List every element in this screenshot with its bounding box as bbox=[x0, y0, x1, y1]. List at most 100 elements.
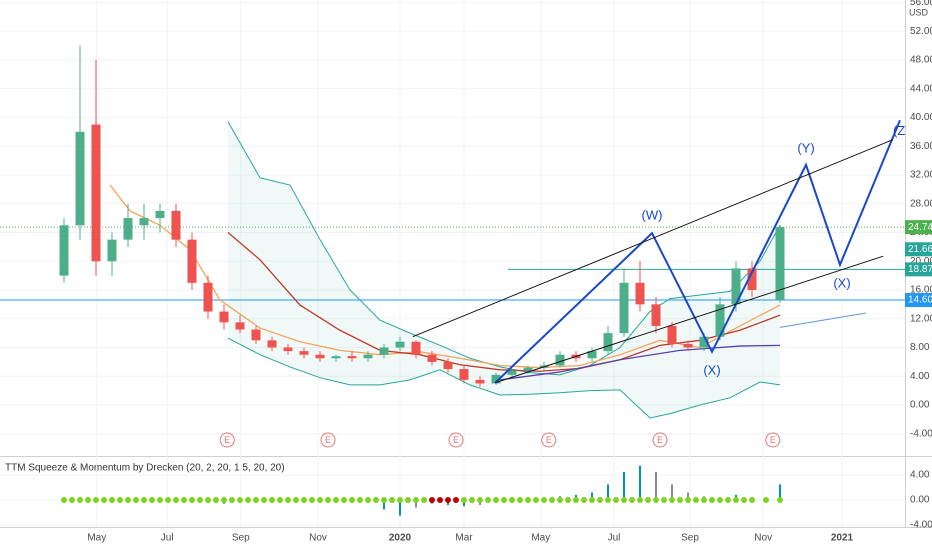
candle-body bbox=[619, 282, 629, 334]
squeeze-dot bbox=[221, 497, 227, 503]
squeeze-dot bbox=[301, 497, 307, 503]
candle-body bbox=[715, 304, 725, 337]
squeeze-dot bbox=[413, 497, 419, 503]
price-label: 24.74 bbox=[908, 222, 932, 233]
squeeze-dot bbox=[453, 497, 459, 503]
earnings-marker bbox=[541, 432, 557, 448]
squeeze-dot bbox=[493, 497, 499, 503]
squeeze-dot bbox=[557, 497, 563, 503]
y-tick-label: 28.00 bbox=[910, 198, 932, 209]
momentum-bar bbox=[687, 492, 689, 500]
squeeze-dot bbox=[293, 497, 299, 503]
squeeze-dot bbox=[437, 497, 443, 503]
squeeze-dot bbox=[157, 497, 163, 503]
squeeze-dot bbox=[117, 497, 123, 503]
momentum-bar bbox=[591, 492, 593, 500]
x-tick-label: Sep bbox=[232, 533, 250, 544]
y-tick-label: 12.00 bbox=[910, 313, 932, 324]
squeeze-dot bbox=[213, 497, 219, 503]
price-label: 21.66 bbox=[908, 244, 932, 255]
squeeze-dot bbox=[85, 497, 91, 503]
candle-body bbox=[635, 282, 645, 305]
squeeze-dot bbox=[389, 497, 395, 503]
squeeze-dot bbox=[749, 497, 755, 503]
squeeze-dot bbox=[777, 497, 783, 503]
momentum-bar bbox=[607, 484, 609, 500]
squeeze-dot bbox=[709, 497, 715, 503]
squeeze-dot bbox=[405, 497, 411, 503]
candle-body bbox=[683, 343, 693, 348]
y-tick-label: 48.00 bbox=[910, 55, 932, 66]
squeeze-dot bbox=[229, 497, 235, 503]
y-tick-label: 52.00 bbox=[910, 26, 932, 37]
squeeze-dot bbox=[605, 497, 611, 503]
squeeze-dot bbox=[581, 497, 587, 503]
candle-body bbox=[459, 369, 469, 380]
squeeze-dot bbox=[189, 497, 195, 503]
squeeze-dot bbox=[677, 497, 683, 503]
candle-body bbox=[427, 354, 437, 362]
candle-body bbox=[283, 347, 293, 352]
earnings-marker bbox=[448, 432, 464, 448]
candle-body bbox=[491, 374, 501, 384]
squeeze-dot bbox=[341, 497, 347, 503]
squeeze-dot bbox=[541, 497, 547, 503]
earnings-marker bbox=[320, 432, 336, 448]
momentum-bar bbox=[463, 500, 465, 507]
squeeze-dot bbox=[133, 497, 139, 503]
candle-body bbox=[139, 218, 149, 226]
squeeze-dot bbox=[373, 497, 379, 503]
squeeze-dot bbox=[565, 497, 571, 503]
momentum-bar bbox=[671, 484, 673, 500]
candle-body bbox=[123, 218, 133, 240]
squeeze-dot bbox=[141, 497, 147, 503]
trend-drawing bbox=[779, 312, 867, 328]
squeeze-dot bbox=[763, 497, 769, 503]
squeeze-dot bbox=[517, 497, 523, 503]
candle-body bbox=[107, 239, 117, 262]
moving-average bbox=[499, 344, 781, 381]
indicator-tick-label: 0.00 bbox=[910, 495, 930, 506]
momentum-bar bbox=[639, 465, 641, 500]
trend-drawing bbox=[494, 119, 901, 384]
y-tick-label: 40.00 bbox=[910, 112, 932, 123]
y-tick-label: -4.00 bbox=[910, 428, 932, 439]
x-tick-label: May bbox=[531, 533, 550, 544]
x-tick-label: Sep bbox=[681, 533, 699, 544]
squeeze-dot bbox=[621, 497, 627, 503]
squeeze-dot bbox=[317, 497, 323, 503]
squeeze-dot bbox=[549, 497, 555, 503]
earnings-label: E bbox=[770, 435, 776, 445]
candle-body bbox=[507, 370, 517, 375]
squeeze-dot bbox=[501, 497, 507, 503]
squeeze-dot bbox=[181, 497, 187, 503]
squeeze-dot bbox=[693, 497, 699, 503]
candle-body bbox=[251, 329, 261, 341]
y-tick-label: 32.00 bbox=[910, 170, 932, 181]
squeeze-dot bbox=[661, 497, 667, 503]
squeeze-dot bbox=[445, 497, 451, 503]
squeeze-dot bbox=[461, 497, 467, 503]
squeeze-dot bbox=[269, 497, 275, 503]
candle-body bbox=[75, 131, 85, 226]
squeeze-dot bbox=[309, 497, 315, 503]
trend-drawing bbox=[412, 139, 893, 338]
squeeze-dot bbox=[421, 497, 427, 503]
earnings-label: E bbox=[546, 435, 552, 445]
price-label: 14.60 bbox=[908, 295, 932, 306]
squeeze-dot bbox=[429, 497, 435, 503]
squeeze-dot bbox=[573, 497, 579, 503]
indicator-title: TTM Squeeze & Momentum by Drecken (20, 2… bbox=[5, 463, 285, 474]
candle-body bbox=[267, 340, 277, 348]
squeeze-dot bbox=[101, 497, 107, 503]
squeeze-dot bbox=[701, 497, 707, 503]
squeeze-dot bbox=[357, 497, 363, 503]
x-tick-label: May bbox=[87, 533, 106, 544]
squeeze-dot bbox=[261, 497, 267, 503]
trend-drawing bbox=[495, 255, 884, 384]
squeeze-dot bbox=[285, 497, 291, 503]
squeeze-dot bbox=[69, 497, 75, 503]
squeeze-dot bbox=[349, 497, 355, 503]
squeeze-dot bbox=[77, 497, 83, 503]
squeeze-dot bbox=[629, 497, 635, 503]
